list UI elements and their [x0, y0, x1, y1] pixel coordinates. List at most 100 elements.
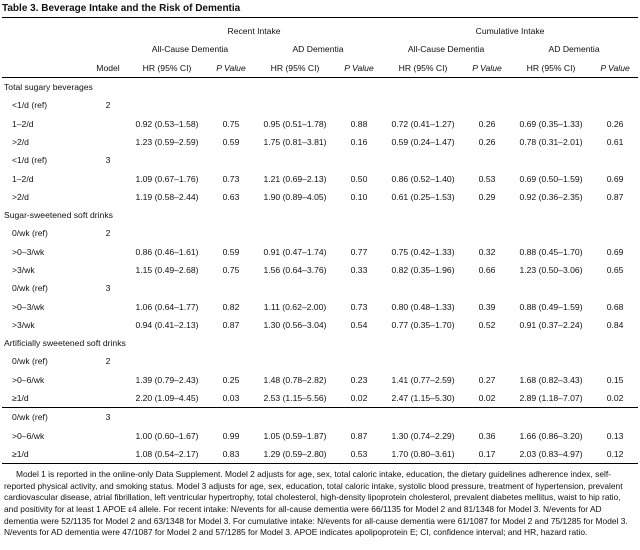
p-value: 0.02: [464, 388, 511, 409]
spacer: [254, 279, 336, 297]
p-header: P Value: [336, 58, 383, 78]
spacer: [510, 352, 592, 370]
p-value: 0.83: [208, 444, 254, 465]
spacer: [208, 352, 254, 370]
hazard-ratio: 1.56 (0.64–3.76): [263, 265, 327, 275]
p-value: 0.27: [478, 374, 496, 385]
spacer: [254, 96, 336, 114]
table-row: 0/wk (ref) 3: [2, 279, 638, 297]
outcome-header: All-Cause Dementia: [151, 44, 229, 55]
spacer: [90, 17, 126, 41]
outcome-header: AD Dementia: [292, 44, 344, 55]
exposure: >0–6/wk: [12, 374, 45, 385]
p-value: 0.10: [350, 191, 368, 202]
exposure: >2/d: [12, 136, 29, 147]
p-header: P Value: [208, 58, 254, 78]
group-header: Cumulative Intake: [382, 17, 639, 41]
section-label: Artificially sweetened soft drinks: [4, 338, 126, 349]
spacer: [464, 151, 510, 169]
p-value: 0.61: [606, 136, 624, 147]
spacer: [254, 224, 336, 242]
table-row: 0/wk (ref) 2: [2, 224, 638, 242]
hazard-ratio: 1.30 (0.56–3.04): [263, 319, 327, 330]
hr-header: HR (95% CI): [382, 58, 465, 78]
p-value: 0.77: [350, 246, 368, 257]
spacer: [208, 408, 254, 427]
spacer: [90, 114, 126, 132]
p-value: 0.87: [350, 430, 368, 441]
model: 2: [105, 100, 111, 111]
table-row: <1/d (ref) 2: [2, 96, 638, 114]
spacer: [382, 96, 464, 114]
spacer: [208, 96, 254, 114]
spacer: [336, 151, 382, 169]
hazard-ratio: 1.29 (0.59–2.80): [254, 444, 336, 465]
table-row: All-Cause Dementia AD Dementia All-Cause D…: [2, 40, 638, 58]
spacer: [382, 151, 464, 169]
hazard-ratio: 1.70 (0.80–3.61): [382, 444, 465, 465]
spacer: [592, 352, 638, 370]
spacer: [90, 371, 126, 389]
p-value: 0.87: [222, 319, 240, 330]
p-value: 0.75: [222, 118, 240, 129]
model: 3: [105, 155, 111, 166]
hazard-ratio: 1.15 (0.49–2.68): [135, 265, 199, 275]
spacer: [90, 388, 126, 409]
p-value: 0.59: [222, 136, 240, 147]
p-value: 0.02: [336, 388, 383, 409]
hazard-ratio: 1.21 (0.69–2.13): [263, 173, 327, 184]
table-row: >2/d 1.23 (0.59–2.59) 0.59 1.75 (0.81–3.81)…: [2, 133, 638, 151]
hr-header: HR (95% CI): [510, 58, 593, 78]
footnote: Model 1 is reported in the online-only D…: [4, 469, 628, 538]
hazard-ratio: 0.72 (0.41–1.27): [391, 118, 455, 129]
exposure: 0/wk (ref): [12, 228, 48, 239]
hazard-ratio: 1.23 (0.50–3.06): [519, 265, 583, 275]
p-value: 0.66: [478, 265, 496, 275]
table-row: Total sugary beverages: [2, 77, 638, 96]
p-value: 0.12: [592, 444, 639, 465]
hazard-ratio: 1.08 (0.54–2.17): [126, 444, 208, 465]
spacer: [254, 352, 336, 370]
p-value: 0.36: [478, 430, 496, 441]
p-value: 0.32: [478, 246, 496, 257]
exposure: >2/d: [12, 191, 29, 202]
hazard-ratio: 2.20 (1.09–4.45): [126, 388, 208, 409]
spacer: [464, 279, 510, 297]
exposure: ≥1/d: [2, 388, 90, 409]
p-value: 0.75: [222, 265, 240, 275]
spacer: [126, 408, 208, 427]
p-value: 0.50: [350, 173, 368, 184]
p-value: 0.59: [222, 246, 240, 257]
spacer: [2, 17, 90, 41]
p-value: 0.54: [350, 319, 368, 330]
hazard-ratio: 1.30 (0.74–2.29): [391, 430, 455, 441]
spacer: [464, 224, 510, 242]
hazard-ratio: 0.69 (0.35–1.33): [519, 118, 583, 129]
model-header: Model: [90, 58, 126, 78]
hazard-ratio: 2.53 (1.15–5.56): [254, 388, 336, 409]
hazard-ratio: 0.59 (0.24–1.47): [391, 136, 455, 147]
spacer: [592, 224, 638, 242]
spacer: [90, 297, 126, 315]
p-value: 0.26: [606, 118, 624, 129]
p-value: 0.69: [606, 246, 624, 257]
hazard-ratio: 0.86 (0.46–1.61): [135, 246, 199, 257]
hazard-ratio: 1.09 (0.67–1.76): [135, 173, 199, 184]
spacer: [90, 427, 126, 445]
spacer: [464, 96, 510, 114]
table-row: Model HR (95% CI) P Value HR (95% CI) P Valu…: [2, 58, 639, 78]
exposure: ≥1/d: [2, 444, 90, 465]
hr-header: HR (95% CI): [126, 58, 208, 78]
p-value: 0.73: [222, 173, 240, 184]
exposure: >3/wk: [12, 265, 35, 275]
exposure: 1–2/d: [12, 173, 34, 184]
spacer: [126, 279, 208, 297]
p-value: 0.99: [222, 430, 240, 441]
hazard-ratio: 0.88 (0.45–1.70): [519, 246, 583, 257]
hazard-ratio: 0.78 (0.31–2.01): [519, 136, 583, 147]
spacer: [336, 96, 382, 114]
exposure: 1–2/d: [12, 118, 34, 129]
spacer: [2, 40, 90, 58]
hazard-ratio: 1.75 (0.81–3.81): [263, 136, 327, 147]
